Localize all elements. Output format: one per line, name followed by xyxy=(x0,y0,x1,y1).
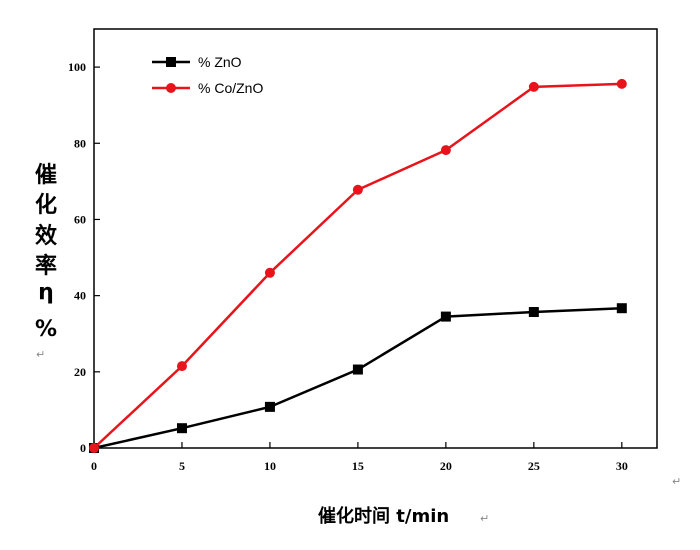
x-tick-label: 10 xyxy=(264,459,276,473)
y-axis-label-char: 化 xyxy=(35,192,57,218)
y-tick-label: 100 xyxy=(68,60,86,74)
series-line-0 xyxy=(93,306,622,450)
legend-marker-cozno xyxy=(166,83,176,93)
y-tick-label: 40 xyxy=(74,289,86,303)
y-axis-ticks: 0 20 40 60 80 100 xyxy=(68,60,100,455)
paragraph-mark-2: ↵ xyxy=(672,475,681,488)
y-axis-label-char: 催 xyxy=(35,163,57,188)
arrow-mark: ↵ xyxy=(36,348,45,361)
legend-label-cozno: % Co/ZnO xyxy=(198,80,263,96)
x-axis-ticks: 0 5 10 15 20 25 30 xyxy=(91,442,628,473)
y-axis-label-char: 效 xyxy=(35,223,57,249)
x-tick-label: 30 xyxy=(616,459,628,473)
y-tick-label: 20 xyxy=(74,365,86,379)
data-point-zno xyxy=(264,401,275,412)
series-layer xyxy=(89,78,627,453)
paragraph-mark-1: ↵ xyxy=(480,512,489,525)
y-tick-label: 0 xyxy=(80,441,86,455)
data-point-cozno xyxy=(176,361,187,372)
data-point-cozno xyxy=(89,443,99,453)
data-point-cozno xyxy=(264,267,275,278)
y-axis-label-char: % xyxy=(35,317,57,342)
data-point-cozno xyxy=(440,145,451,156)
data-point-zno xyxy=(616,303,627,314)
legend-label-zno: % ZnO xyxy=(198,54,242,70)
y-tick-label: 60 xyxy=(74,212,86,226)
plot-frame xyxy=(93,28,658,449)
y-axis-label-char: 率 xyxy=(35,253,57,279)
x-tick-label: 5 xyxy=(179,459,185,473)
data-point-cozno xyxy=(352,184,363,195)
legend: % ZnO % Co/ZnO xyxy=(152,54,263,96)
series-line-1 xyxy=(93,82,622,449)
x-tick-label: 15 xyxy=(352,459,364,473)
data-point-zno xyxy=(176,423,187,434)
data-point-zno xyxy=(440,311,451,322)
y-tick-label: 80 xyxy=(74,136,86,150)
data-point-zno xyxy=(528,307,539,318)
x-tick-label: 0 xyxy=(91,459,97,473)
x-tick-label: 20 xyxy=(440,459,452,473)
x-axis-label: 催化时间 t/min xyxy=(318,505,449,527)
x-tick-label: 25 xyxy=(528,459,540,473)
data-point-zno xyxy=(352,364,363,375)
legend-marker-zno xyxy=(166,57,176,67)
data-point-cozno xyxy=(616,78,627,89)
y-axis-label-char: η xyxy=(38,280,54,305)
data-point-cozno xyxy=(528,81,539,92)
